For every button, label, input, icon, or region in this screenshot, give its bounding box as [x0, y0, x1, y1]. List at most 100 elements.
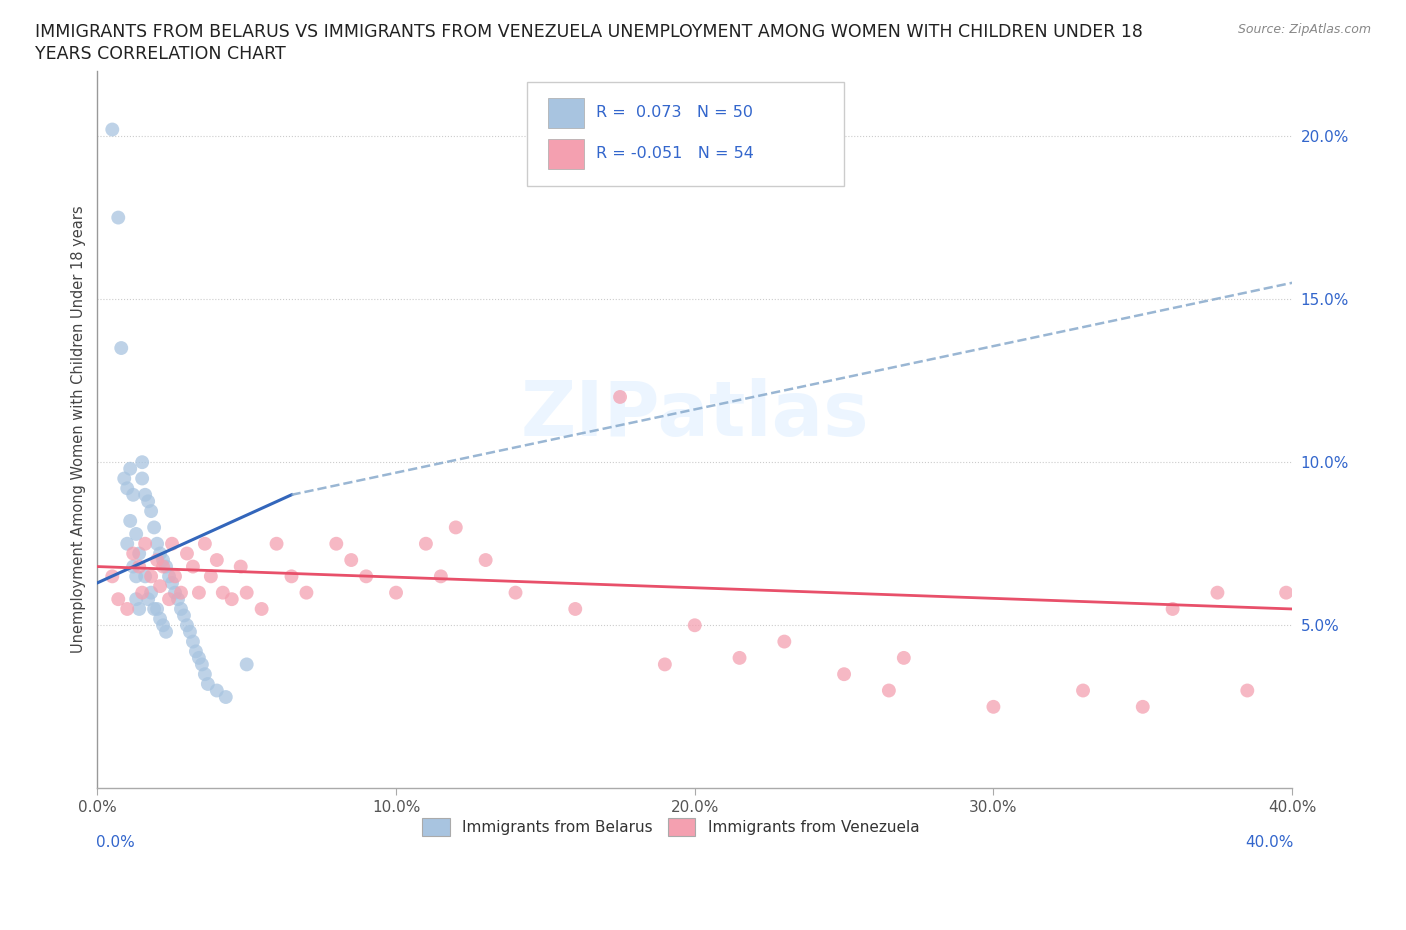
Point	[107, 210, 129, 225]
Point	[143, 602, 166, 617]
Point	[146, 602, 169, 617]
Point	[149, 546, 172, 561]
Point	[194, 537, 217, 551]
Point	[229, 559, 252, 574]
Point	[832, 667, 855, 682]
Point	[181, 634, 204, 649]
Point	[385, 585, 408, 600]
Point	[250, 602, 273, 617]
Point	[101, 569, 124, 584]
Point	[983, 699, 1005, 714]
Point	[474, 552, 496, 567]
Point	[131, 455, 153, 470]
Point	[155, 624, 177, 639]
Point	[134, 537, 156, 551]
Text: ZIPatlas: ZIPatlas	[520, 379, 869, 452]
Point	[128, 602, 150, 617]
Point	[122, 487, 145, 502]
Point	[152, 559, 174, 574]
Point	[128, 559, 150, 574]
Point	[139, 569, 162, 584]
Point	[197, 676, 219, 691]
Point	[187, 650, 209, 665]
FancyBboxPatch shape	[548, 139, 583, 169]
Point	[122, 546, 145, 561]
Point	[1206, 585, 1229, 600]
Point	[167, 591, 190, 606]
Point	[1161, 602, 1184, 617]
Point	[505, 585, 527, 600]
Text: 0.0%: 0.0%	[96, 835, 135, 850]
Point	[120, 461, 142, 476]
Point	[444, 520, 467, 535]
Point	[173, 608, 195, 623]
Text: YEARS CORRELATION CHART: YEARS CORRELATION CHART	[35, 45, 285, 62]
Point	[235, 657, 257, 671]
Point	[146, 552, 169, 567]
Point	[728, 650, 751, 665]
Point	[115, 537, 138, 551]
Point	[1275, 585, 1298, 600]
Point	[184, 644, 207, 658]
Point	[1236, 683, 1258, 698]
Point	[194, 667, 217, 682]
Point	[773, 634, 796, 649]
Point	[128, 546, 150, 561]
FancyBboxPatch shape	[548, 98, 583, 128]
Point	[181, 559, 204, 574]
Point	[354, 569, 377, 584]
Point	[139, 585, 162, 600]
Point	[125, 591, 148, 606]
Point	[1132, 699, 1154, 714]
Point	[221, 591, 243, 606]
Point	[654, 657, 676, 671]
Point	[134, 487, 156, 502]
Point	[877, 683, 900, 698]
FancyBboxPatch shape	[527, 82, 844, 186]
Point	[205, 552, 228, 567]
Point	[110, 340, 132, 355]
Point	[266, 537, 288, 551]
Point	[211, 585, 233, 600]
Text: Source: ZipAtlas.com: Source: ZipAtlas.com	[1237, 23, 1371, 36]
Point	[101, 122, 124, 137]
Point	[107, 591, 129, 606]
Point	[179, 624, 201, 639]
Point	[155, 559, 177, 574]
Point	[430, 569, 453, 584]
Point	[146, 537, 169, 551]
Point	[205, 683, 228, 698]
Point	[215, 689, 238, 704]
Point	[149, 578, 172, 593]
Point	[112, 472, 135, 486]
Point	[143, 520, 166, 535]
Point	[160, 537, 183, 551]
Point	[134, 569, 156, 584]
Point	[115, 602, 138, 617]
Point	[170, 602, 193, 617]
Point	[115, 481, 138, 496]
Point	[136, 494, 159, 509]
Text: 40.0%: 40.0%	[1244, 835, 1294, 850]
Point	[415, 537, 437, 551]
Point	[340, 552, 363, 567]
Point	[280, 569, 302, 584]
Text: R = -0.051   N = 54: R = -0.051 N = 54	[596, 146, 754, 161]
Point	[136, 591, 159, 606]
Point	[1071, 683, 1094, 698]
Point	[131, 585, 153, 600]
Point	[163, 585, 186, 600]
Point	[295, 585, 318, 600]
Point	[609, 390, 631, 405]
Point	[683, 618, 706, 632]
Point	[139, 504, 162, 519]
Point	[131, 472, 153, 486]
Point	[325, 537, 347, 551]
Text: R =  0.073   N = 50: R = 0.073 N = 50	[596, 105, 752, 120]
Y-axis label: Unemployment Among Women with Children Under 18 years: Unemployment Among Women with Children U…	[72, 206, 86, 654]
Point	[176, 546, 198, 561]
Point	[176, 618, 198, 632]
Point	[152, 618, 174, 632]
Point	[122, 559, 145, 574]
Point	[157, 591, 180, 606]
